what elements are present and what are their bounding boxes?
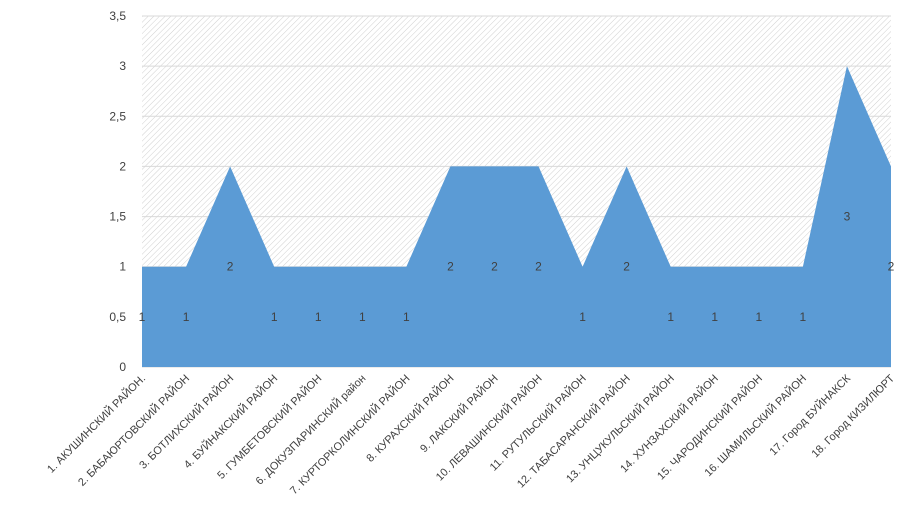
data-label: 1 — [359, 310, 366, 324]
y-tick-label: 3,5 — [109, 9, 126, 23]
y-axis-ticks: 0 0,5 1 1,5 2 2,5 3 3,5 — [109, 9, 126, 374]
area-fill — [142, 66, 891, 368]
data-label: 3 — [844, 210, 851, 224]
y-tick-label: 0 — [119, 360, 126, 374]
data-label: 2 — [623, 260, 630, 274]
x-tick-label: 8. КУРАХСКИЙ РАЙОН — [364, 372, 457, 465]
y-tick-label: 2 — [119, 159, 126, 173]
data-labels: 1 1 2 1 1 1 1 2 2 2 1 2 1 1 1 1 3 2 — [139, 210, 895, 324]
data-label: 1 — [755, 310, 762, 324]
data-label: 1 — [139, 310, 146, 324]
data-label: 1 — [315, 310, 322, 324]
data-label: 1 — [183, 310, 190, 324]
data-label: 1 — [271, 310, 278, 324]
data-label: 2 — [535, 260, 542, 274]
y-tick-label: 1,5 — [109, 210, 126, 224]
data-label: 1 — [403, 310, 410, 324]
data-label: 1 — [579, 310, 586, 324]
data-label: 2 — [888, 260, 895, 274]
x-tick-label: 4. БУЙНАКСКИЙ РАЙОН — [181, 372, 280, 471]
y-tick-label: 3 — [119, 59, 126, 73]
data-label: 2 — [227, 260, 234, 274]
data-label: 2 — [491, 260, 498, 274]
data-label: 1 — [800, 310, 807, 324]
y-tick-label: 1 — [119, 260, 126, 274]
data-label: 1 — [711, 310, 718, 324]
x-axis-ticks: 1. АКУШИНСКИЙ РАЙОН.2. БАБАЮРТОВСКИЙ РАЙ… — [44, 372, 897, 498]
y-tick-label: 0,5 — [109, 310, 126, 324]
x-tick-label: 18. Город КИЗИЛЮРТ — [809, 372, 897, 460]
x-tick-label: 17. Город БУЙНАКСК — [767, 372, 854, 459]
area-series — [141, 66, 892, 368]
y-tick-label: 2,5 — [109, 109, 126, 123]
data-label: 2 — [447, 260, 454, 274]
data-label: 1 — [667, 310, 674, 324]
x-tick-label: 9. ЛАКСКИЙ РАЙОН — [417, 372, 500, 455]
